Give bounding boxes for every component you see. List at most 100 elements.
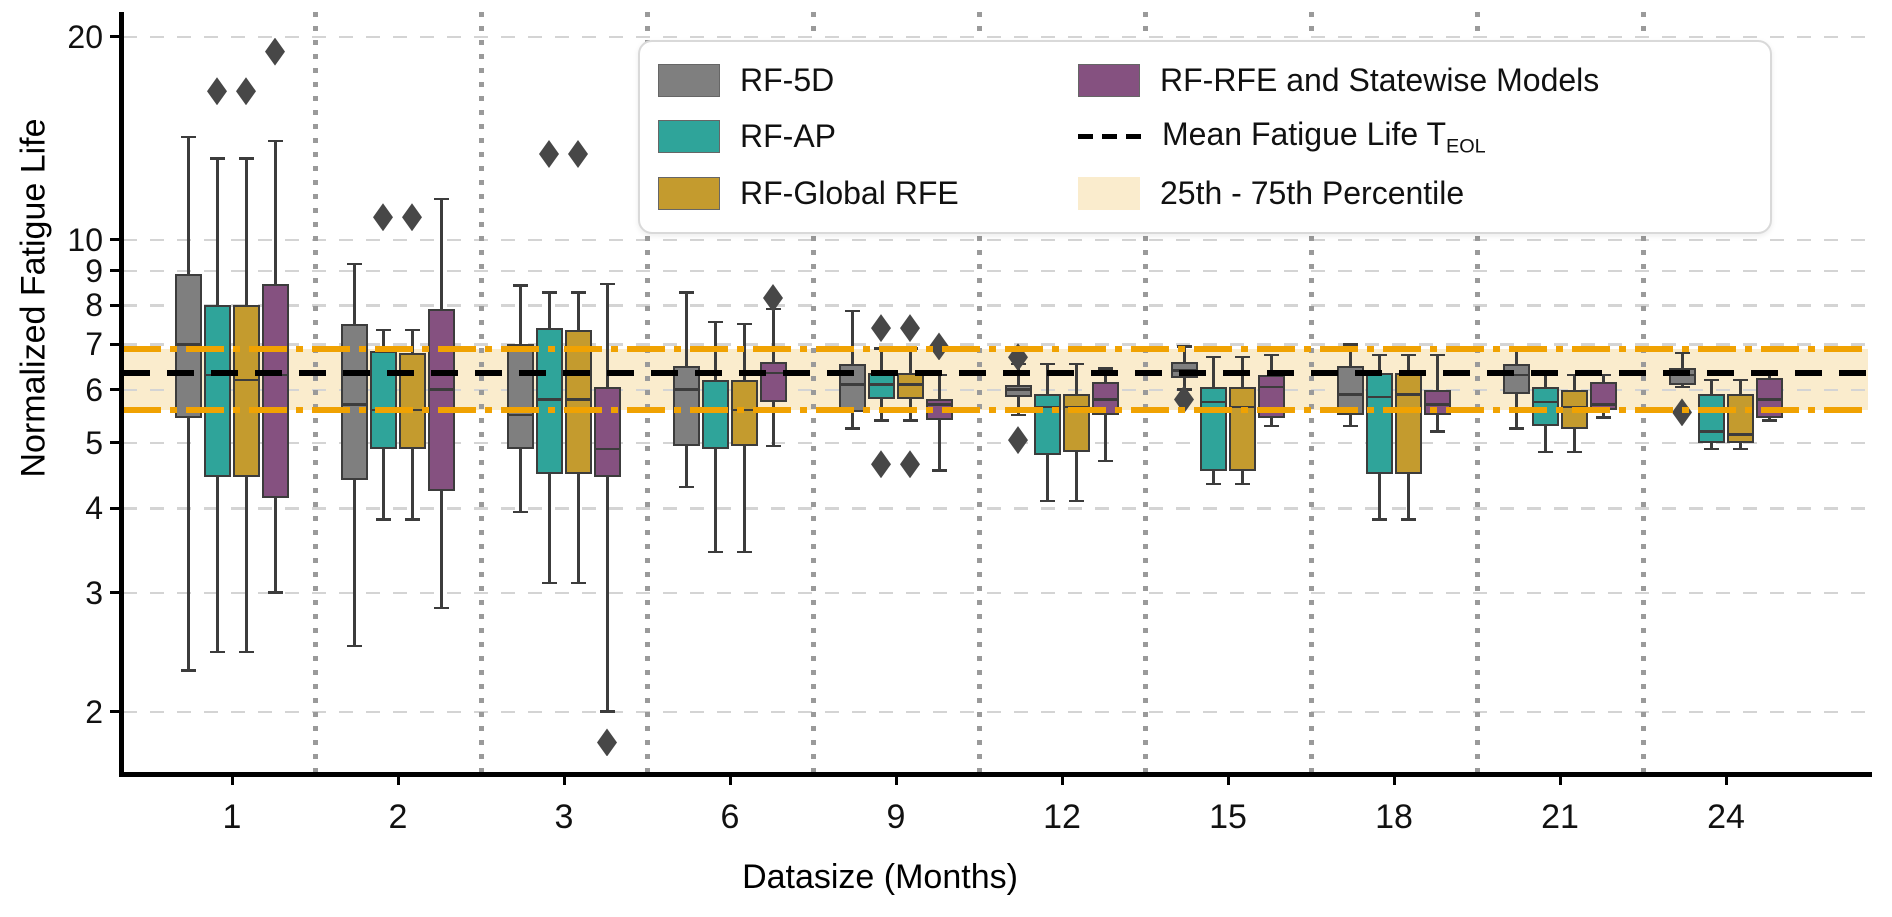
- y-tick-3: [110, 591, 119, 595]
- median-line-RF-RFE-and-Statewise-Models-21: [1589, 403, 1617, 406]
- whisker-stem-upper-RF-5D-24: [1681, 352, 1684, 369]
- whisker-stem-lower-RF-Global-RFE-21: [1573, 428, 1576, 452]
- category-separator: [977, 12, 982, 772]
- x-tick-9: [894, 776, 898, 785]
- y-tick-label-6: 6: [85, 371, 103, 408]
- box-RF-Global-RFE-24: [1726, 394, 1754, 443]
- y-tick-8: [110, 303, 119, 307]
- x-tick-3: [562, 776, 566, 785]
- legend-label-mean-fatigue-life: Mean Fatigue Life TEOL: [1162, 115, 1486, 158]
- whisker-cap-upper-RF-AP-24: [1703, 378, 1719, 382]
- whisker-cap-upper-RF-AP-1: [209, 157, 225, 160]
- whisker-cap-lower-RF-5D-3: [512, 510, 528, 514]
- whisker-cap-lower-RF-RFE-and-Statewise-Models-24: [1761, 419, 1777, 422]
- x-tick-label-9: 9: [886, 798, 906, 836]
- whisker-cap-lower-RF-Global-RFE-3: [570, 581, 586, 585]
- y-gridline-7: [123, 343, 1868, 346]
- whisker-stem-lower-RF-AP-1: [216, 477, 219, 653]
- box-RF-RFE-and-Statewise-Models-2: [427, 308, 455, 491]
- whisker-stem-upper-RF-Global-RFE-12: [1075, 363, 1078, 395]
- whisker-cap-lower-RF-AP-6: [707, 550, 723, 554]
- whisker-stem-upper-RF-RFE-and-Statewise-Models-9: [938, 375, 941, 400]
- median-line-RF-RFE-and-Statewise-Models-12: [1091, 398, 1119, 401]
- x-tick-label-21: 21: [1541, 798, 1579, 836]
- median-line-RF-Global-RFE-1: [232, 378, 260, 382]
- whisker-stem-upper-RF-5D-9: [851, 310, 854, 364]
- y-tick-label-9: 9: [85, 252, 103, 289]
- box-RF-5D-21: [1502, 363, 1530, 395]
- whisker-cap-lower-RF-RFE-and-Statewise-Models-2: [433, 606, 449, 610]
- whisker-cap-lower-RF-AP-3: [541, 581, 557, 585]
- box-RF-5D-3: [506, 344, 534, 449]
- category-separator: [1143, 12, 1148, 772]
- whisker-stem-lower-RF-5D-3: [519, 448, 522, 513]
- whisker-cap-upper-RF-RFE-and-Statewise-Models-12: [1097, 367, 1113, 370]
- whisker-stem-lower-RF-5D-9: [851, 412, 854, 429]
- median-line-RF-AP-3: [535, 398, 563, 401]
- whisker-stem-lower-RF-RFE-and-Statewise-Models-3: [606, 477, 609, 712]
- box-RF-Global-RFE-2: [398, 352, 426, 449]
- whisker-cap-lower-RF-AP-24: [1703, 447, 1719, 451]
- y-gridline-4: [123, 507, 1868, 510]
- median-line-RF-5D-2: [340, 403, 368, 406]
- x-tick-label-1: 1: [222, 798, 242, 836]
- whisker-stem-lower-RF-RFE-and-Statewise-Models-21: [1602, 409, 1605, 418]
- y-axis-title: Normalized Fatigue Life: [14, 118, 53, 478]
- box-RF-AP-2: [369, 350, 397, 449]
- y-tick-label-20: 20: [67, 18, 103, 55]
- whisker-cap-lower-RF-RFE-and-Statewise-Models-21: [1595, 416, 1611, 419]
- y-gridline-3: [123, 591, 1868, 595]
- y-tick-5: [110, 441, 119, 445]
- y-tick-label-10: 10: [67, 221, 103, 258]
- whisker-stem-upper-RF-RFE-and-Statewise-Models-6: [772, 308, 775, 362]
- median-line-RF-Global-RFE-21: [1560, 405, 1588, 409]
- whisker-cap-upper-RF-RFE-and-Statewise-Models-15: [1263, 353, 1279, 357]
- whisker-cap-upper-RF-Global-RFE-12: [1068, 362, 1084, 366]
- whisker-cap-lower-RF-AP-2: [375, 518, 391, 521]
- y-axis-spine: [119, 12, 124, 776]
- box-RF-RFE-and-Statewise-Models-1: [261, 284, 289, 498]
- y-tick-label-5: 5: [85, 424, 103, 461]
- whisker-cap-lower-RF-5D-1: [180, 669, 196, 672]
- x-tick-1: [230, 776, 234, 785]
- outlier-diamond-RF-5D-15: [1174, 385, 1194, 414]
- whisker-stem-upper-RF-RFE-and-Statewise-Models-15: [1270, 355, 1273, 376]
- whisker-stem-lower-RF-Global-RFE-3: [577, 473, 580, 584]
- median-line-RF-RFE-and-Statewise-Models-24: [1755, 398, 1783, 401]
- outlier-diamond-RF-RFE-and-Statewise-Models-3: [597, 728, 617, 757]
- outlier-diamond-RF-AP-9: [871, 314, 891, 343]
- percentile-edge-lower: [123, 407, 1868, 413]
- whisker-cap-upper-RF-5D-3: [512, 284, 528, 287]
- whisker-stem-lower-RF-Global-RFE-18: [1407, 473, 1410, 520]
- y-gridline-2: [123, 710, 1868, 714]
- whisker-cap-lower-RF-5D-2: [346, 644, 362, 648]
- whisker-stem-upper-RF-5D-21: [1515, 348, 1518, 364]
- legend-item-rf-ap: RF-AP: [658, 109, 1078, 165]
- whisker-stem-lower-RF-Global-RFE-2: [411, 448, 414, 520]
- y-gridline-8: [123, 304, 1868, 307]
- whisker-stem-lower-RF-RFE-and-Statewise-Models-18: [1436, 415, 1439, 432]
- whisker-cap-upper-RF-AP-12: [1039, 362, 1055, 366]
- outlier-diamond-RF-Global-RFE-1: [236, 77, 256, 106]
- box-RF-5D-12: [1004, 384, 1032, 397]
- median-line-RF-AP-24: [1697, 430, 1725, 433]
- whisker-stem-lower-RF-5D-1: [187, 417, 190, 671]
- rf-5d-swatch: [658, 63, 720, 97]
- whisker-cap-lower-RF-Global-RFE-12: [1068, 499, 1084, 503]
- dashed-line-sample-icon: [1078, 134, 1142, 140]
- whisker-stem-upper-RF-Global-RFE-1: [245, 158, 248, 306]
- y-tick-4: [110, 506, 119, 510]
- rf-global-rfe-swatch: [658, 177, 720, 211]
- box-RF-RFE-and-Statewise-Models-6: [759, 361, 787, 402]
- whisker-cap-lower-RF-RFE-and-Statewise-Models-9: [931, 469, 947, 472]
- whisker-stem-lower-RF-5D-2: [353, 480, 356, 647]
- whisker-stem-upper-RF-AP-24: [1710, 379, 1713, 395]
- median-line-RF-5D-6: [672, 388, 700, 391]
- whisker-cap-lower-RF-Global-RFE-18: [1400, 518, 1416, 521]
- whisker-cap-lower-RF-AP-12: [1039, 499, 1055, 503]
- category-separator: [1475, 12, 1480, 772]
- whisker-stem-lower-RF-AP-18: [1378, 473, 1381, 520]
- whisker-cap-lower-RF-RFE-and-Statewise-Models-1: [267, 591, 283, 594]
- whisker-stem-lower-RF-Global-RFE-1: [245, 477, 248, 653]
